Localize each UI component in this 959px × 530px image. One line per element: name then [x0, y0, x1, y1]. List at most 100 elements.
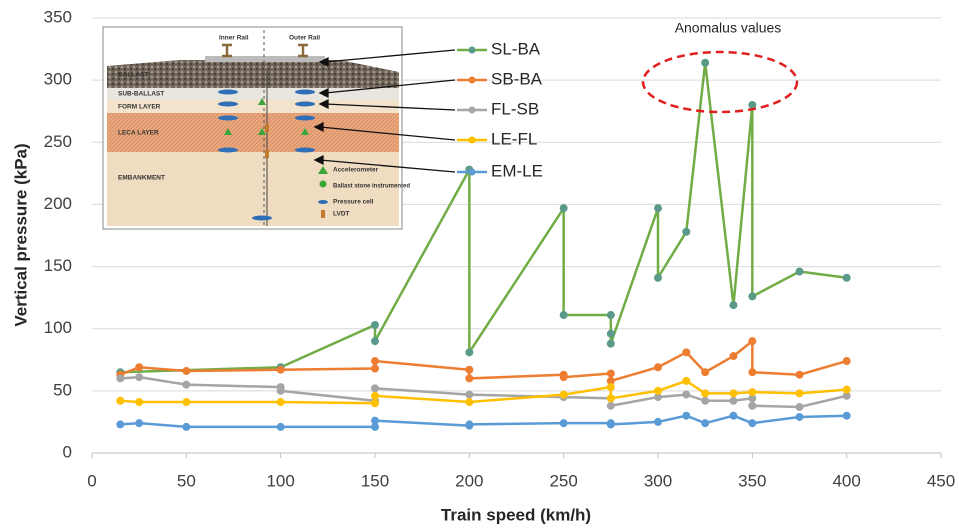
- rails: [222, 43, 308, 58]
- data-point: [682, 348, 691, 357]
- data-point: [606, 311, 615, 320]
- data-point: [795, 412, 804, 421]
- data-point: [748, 368, 757, 377]
- data-point: [276, 422, 285, 431]
- data-point: [182, 366, 191, 375]
- data-point: [748, 401, 757, 410]
- data-point: [842, 385, 851, 394]
- inset-label: LECA LAYER: [118, 130, 159, 137]
- legend-label: LE-FL: [491, 129, 537, 148]
- data-point: [729, 396, 738, 405]
- data-point: [701, 389, 710, 398]
- data-point: [795, 267, 804, 276]
- legend-marker: [468, 168, 476, 176]
- x-tick-label: 0: [87, 471, 96, 490]
- x-tick-label: 150: [361, 471, 389, 490]
- legend-label: FL-SB: [491, 99, 539, 118]
- legend-arrows: [313, 49, 456, 173]
- data-point: [116, 374, 125, 383]
- data-point: [606, 394, 615, 403]
- x-tick-label: 200: [455, 471, 483, 490]
- x-tick-label: 50: [177, 471, 196, 490]
- data-point: [606, 401, 615, 410]
- y-tick-label: 350: [44, 7, 72, 26]
- data-point: [182, 422, 191, 431]
- data-point: [135, 398, 144, 407]
- data-point: [606, 369, 615, 378]
- legend-marker: [468, 106, 476, 114]
- x-axis-title: Train speed (km/h): [441, 505, 591, 524]
- data-point: [748, 337, 757, 346]
- y-tick-label: 100: [44, 318, 72, 337]
- x-tick-label: 350: [738, 471, 766, 490]
- data-point: [701, 396, 710, 405]
- data-point: [748, 388, 757, 397]
- data-point: [682, 376, 691, 385]
- inset-label: Ballast stone instrumented: [333, 184, 410, 190]
- y-tick-label: 150: [44, 256, 72, 275]
- data-point: [276, 386, 285, 395]
- data-point: [116, 420, 125, 429]
- data-point: [606, 383, 615, 392]
- data-point: [371, 399, 379, 408]
- data-point: [371, 364, 379, 373]
- legend-marker: [468, 76, 476, 84]
- anomaly-ellipse: [641, 50, 799, 114]
- y-tick-label: 200: [44, 194, 72, 213]
- inset-label: FORM LAYER: [118, 104, 161, 111]
- data-point: [465, 390, 474, 399]
- data-point: [729, 389, 738, 398]
- data-point: [842, 411, 851, 420]
- data-point: [116, 396, 125, 405]
- inset-label: BALLAST: [118, 72, 148, 79]
- y-tick-label: 0: [63, 442, 72, 461]
- y-tick-label: 50: [53, 380, 72, 399]
- data-point: [559, 311, 568, 320]
- data-point: [371, 357, 379, 366]
- data-point: [654, 386, 662, 395]
- data-point: [135, 419, 144, 428]
- y-tick-label: 300: [44, 70, 72, 89]
- data-point: [606, 420, 615, 429]
- lvdts: [265, 124, 325, 218]
- x-tick-label: 400: [832, 471, 860, 490]
- data-point: [371, 391, 379, 400]
- data-point: [729, 352, 738, 361]
- series-line: [119, 338, 848, 383]
- data-point: [559, 419, 568, 428]
- data-point: [795, 370, 804, 379]
- data-point: [465, 398, 474, 407]
- x-tick-label: 300: [644, 471, 672, 490]
- data-point: [371, 320, 379, 329]
- data-point: [135, 363, 144, 372]
- data-point: [606, 339, 615, 348]
- embankment-layer: [107, 152, 399, 226]
- data-point: [182, 380, 191, 389]
- inset-label: Inner Rail: [219, 35, 249, 42]
- data-point: [276, 365, 285, 374]
- x-tick-label: 250: [549, 471, 577, 490]
- data-point: [654, 363, 662, 372]
- data-point: [842, 273, 851, 282]
- legend-label: SL-BA: [491, 39, 541, 58]
- data-point: [465, 365, 474, 374]
- inset-label: SUB-BALLAST: [118, 91, 164, 98]
- series-line: [120, 414, 847, 429]
- inset-label: Outer Rail: [289, 35, 320, 42]
- data-point: [701, 419, 710, 428]
- data-point: [371, 384, 379, 393]
- inset-label: EMBANKMENT: [118, 175, 165, 182]
- data-point: [654, 417, 662, 426]
- data-point: [465, 374, 474, 383]
- data-point: [729, 411, 738, 420]
- data-point: [465, 348, 474, 357]
- data-point: [682, 411, 691, 420]
- data-point: [135, 373, 144, 382]
- legend-marker: [468, 46, 476, 54]
- x-tick-label: 450: [927, 471, 955, 490]
- leca-layer: [107, 113, 399, 152]
- data-point: [842, 357, 851, 366]
- series-line: [120, 62, 847, 374]
- data-point: [701, 368, 710, 377]
